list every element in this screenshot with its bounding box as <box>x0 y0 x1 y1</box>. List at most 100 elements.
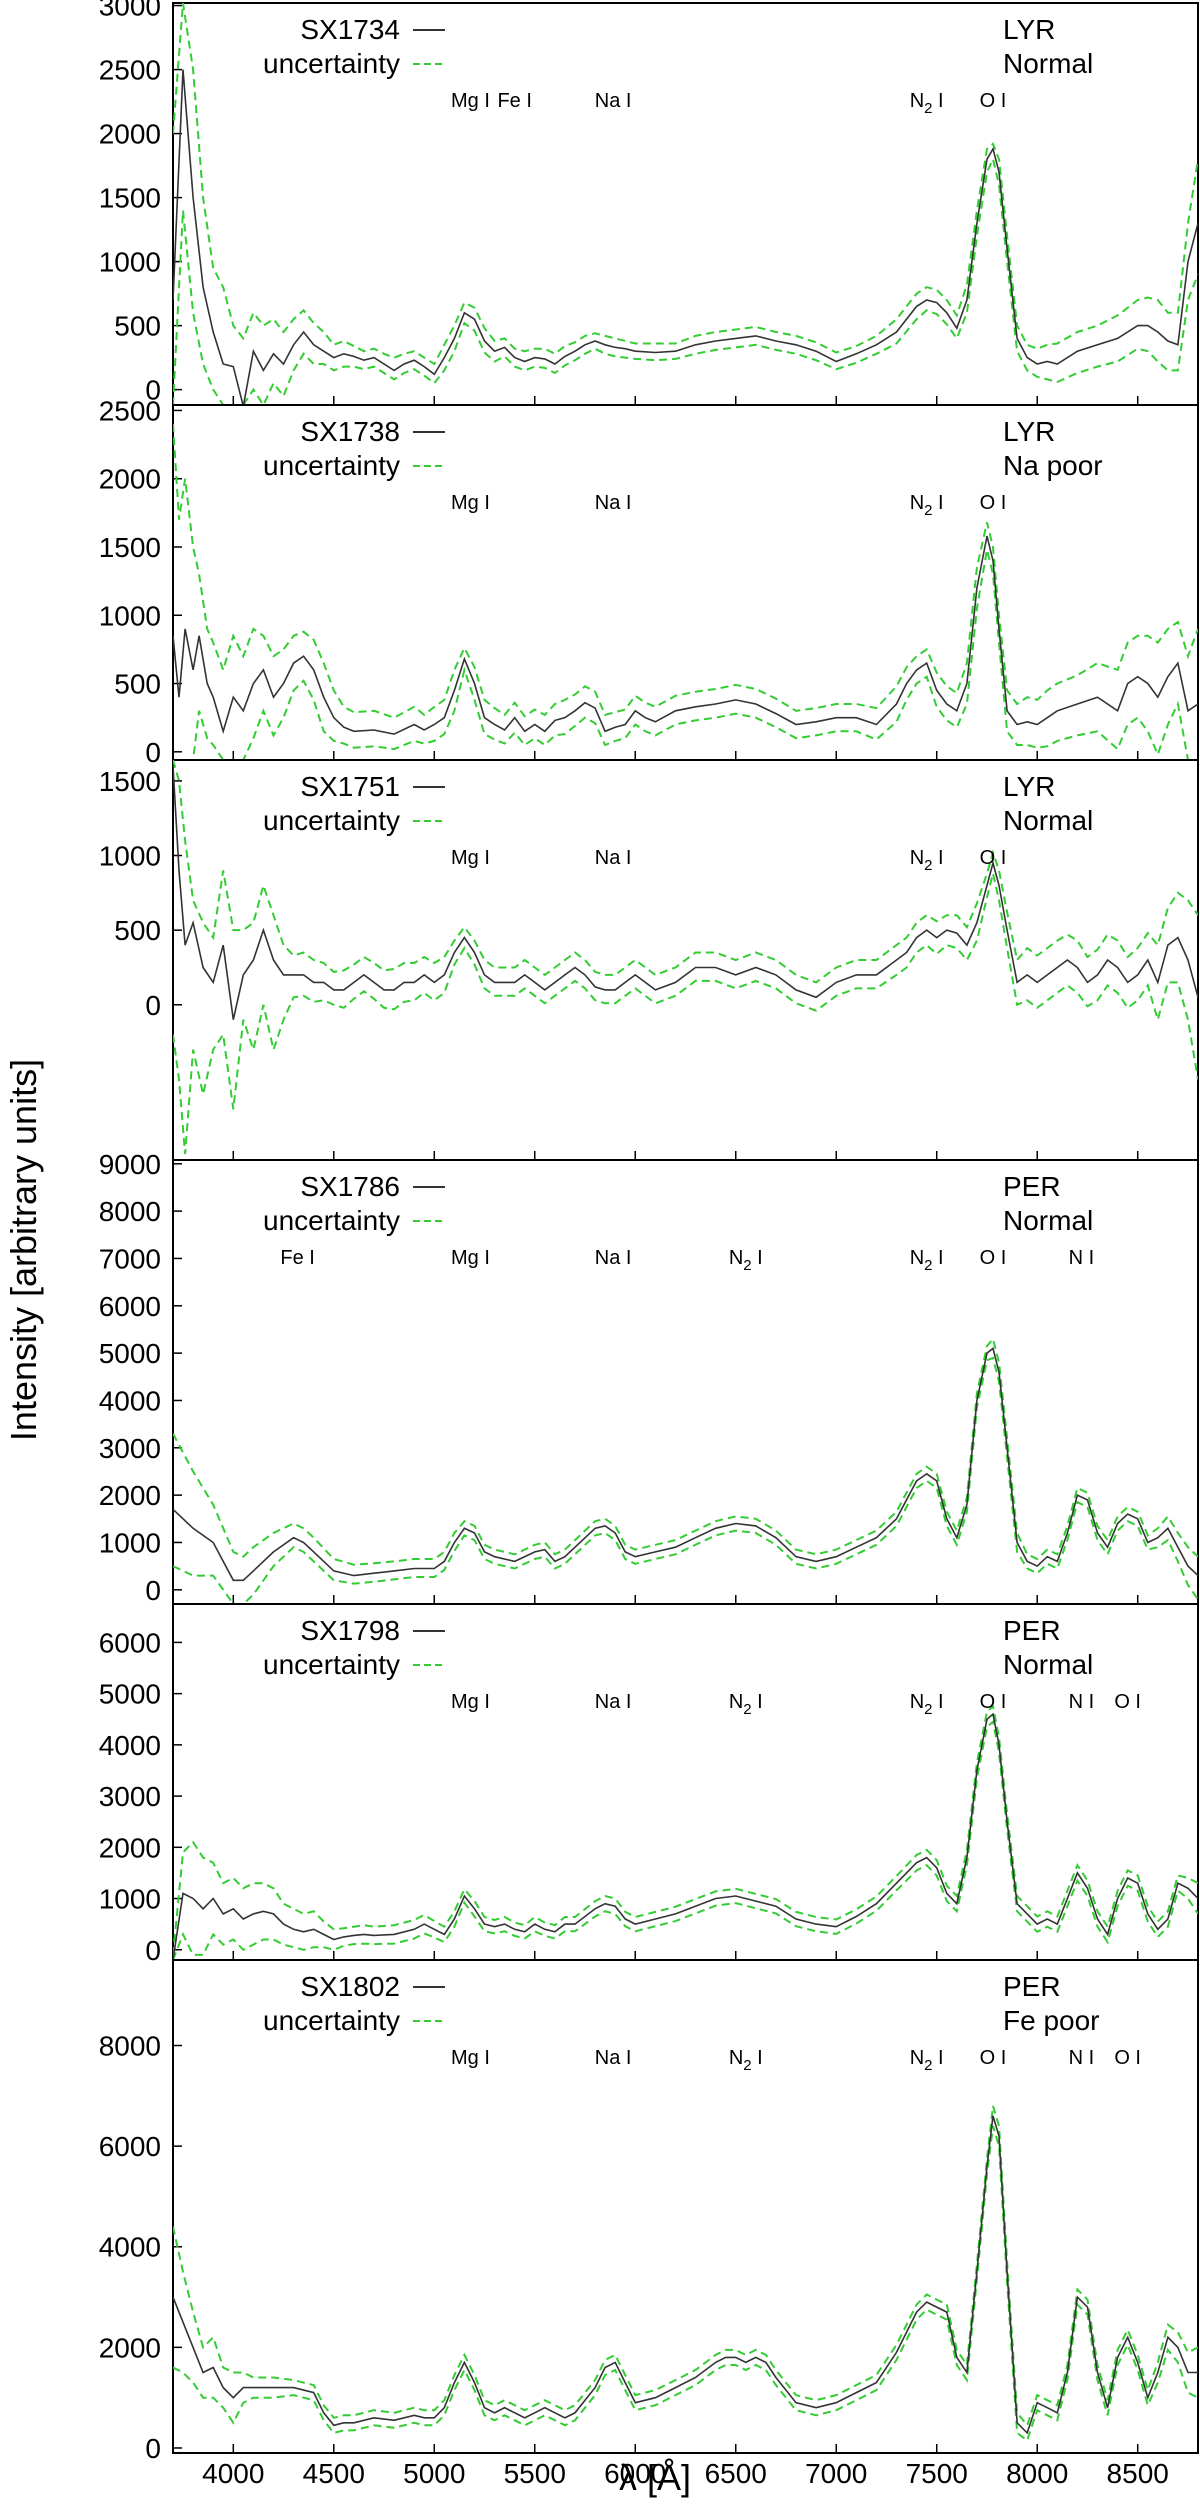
y-tick-label: 9000 <box>99 1149 161 1180</box>
line-id-label: N2 I <box>910 847 944 874</box>
y-tick-label: 8000 <box>99 1196 161 1227</box>
y-tick-label: 2500 <box>99 55 161 86</box>
y-tick-label: 4000 <box>99 2232 161 2263</box>
uncertainty-lower-line <box>173 2125 1198 2443</box>
y-tick-label: 500 <box>114 915 161 946</box>
line-id-label: Na I <box>595 90 632 112</box>
y-tick-label: 3000 <box>99 0 161 22</box>
class-label: Fe poor <box>1003 2005 1100 2036</box>
line-id-label: N2 I <box>729 1691 763 1718</box>
y-tick-label: 5000 <box>99 1338 161 1369</box>
y-tick-label: 7000 <box>99 1243 161 1274</box>
line-id-label: N I <box>1069 1247 1095 1269</box>
y-tick-label: 0 <box>145 737 161 768</box>
legend-spectrum-label: SX1786 <box>300 1171 400 1202</box>
x-axis-title: λ [Å] <box>619 2457 691 2498</box>
y-tick-label: 1000 <box>99 841 161 872</box>
line-id-label: Mg I <box>451 2047 490 2069</box>
y-tick-label: 0 <box>145 375 161 406</box>
shower-label: PER <box>1003 1615 1061 1646</box>
spectrum-line <box>173 765 1198 1020</box>
legend-uncertainty-label: uncertainty <box>263 1205 400 1236</box>
y-tick-label: 2000 <box>99 2332 161 2363</box>
x-tick-label: 5500 <box>504 2458 566 2489</box>
y-tick-label: 1000 <box>99 1527 161 1558</box>
y-tick-label: 6000 <box>99 1627 161 1658</box>
y-tick-label: 4000 <box>99 1385 161 1416</box>
series-group <box>173 2105 1198 2443</box>
line-id-label: Mg I <box>451 847 490 869</box>
y-tick-label: 2000 <box>99 119 161 150</box>
x-tick-label: 8500 <box>1107 2458 1169 2489</box>
y-tick-label: 500 <box>114 669 161 700</box>
y-tick-label: 6000 <box>99 1291 161 1322</box>
class-label: Na poor <box>1003 450 1103 481</box>
uncertainty-lower-line <box>173 549 1198 760</box>
y-tick-label: 1000 <box>99 600 161 631</box>
legend-spectrum-label: SX1751 <box>300 771 400 802</box>
y-tick-label: 2000 <box>99 1480 161 1511</box>
x-tick-label: 5000 <box>403 2458 465 2489</box>
y-tick-label: 1000 <box>99 247 161 278</box>
line-id-label: Mg I <box>451 90 490 112</box>
legend-uncertainty-label: uncertainty <box>263 1649 400 1680</box>
y-tick-label: 500 <box>114 311 161 342</box>
line-id-label: N I <box>1069 2047 1095 2069</box>
class-label: Normal <box>1003 1205 1093 1236</box>
uncertainty-upper-line <box>173 424 1198 719</box>
line-id-label: O I <box>1114 1691 1141 1713</box>
panels-group: 0 500 1000 1500 2000 2500 3000 SX1734uncertaint… <box>99 0 1199 2489</box>
uncertainty-lower-line <box>173 1356 1198 1604</box>
line-id-label: N2 I <box>910 1247 944 1274</box>
x-tick-label: 7000 <box>805 2458 867 2489</box>
line-id-label: Na I <box>595 1691 632 1713</box>
y-tick-label: 2500 <box>99 395 161 426</box>
series-group <box>173 760 1198 1155</box>
y-tick-label: 0 <box>145 1575 161 1606</box>
y-tick-label: 3000 <box>99 1781 161 1812</box>
series-group <box>173 3 1198 405</box>
panel-sx1798: 0 1000 2000 3000 4000 5000 6000 SX1798uncertain… <box>99 1603 1199 1966</box>
series-group <box>173 424 1198 760</box>
line-id-label: O I <box>980 90 1007 112</box>
legend-uncertainty-label: uncertainty <box>263 805 400 836</box>
spectrum-line <box>173 1712 1198 1960</box>
shower-label: LYR <box>1003 14 1055 45</box>
uncertainty-lower-line <box>173 873 1198 1155</box>
uncertainty-upper-line <box>173 2105 1198 2428</box>
line-id-label: Na I <box>595 492 632 514</box>
series-group <box>173 1336 1198 1604</box>
line-id-label: O I <box>980 492 1007 514</box>
y-tick-label: 2000 <box>99 1832 161 1863</box>
shower-label: PER <box>1003 1971 1061 2002</box>
line-id-label: Na I <box>595 1247 632 1269</box>
line-id-label: Mg I <box>451 1691 490 1713</box>
uncertainty-upper-line <box>173 3 1198 366</box>
y-tick-label: 4000 <box>99 1730 161 1761</box>
line-id-label: N2 I <box>910 492 944 519</box>
spectrum-line <box>173 1347 1198 1582</box>
line-id-label: Na I <box>595 847 632 869</box>
uncertainty-lower-line <box>173 1719 1198 1960</box>
x-tick-label: 8000 <box>1006 2458 1068 2489</box>
y-axis-title: Intensity [arbitrary units] <box>3 1059 44 1441</box>
line-id-label: N2 I <box>910 1691 944 1718</box>
legend-spectrum-label: SX1738 <box>300 416 400 447</box>
line-id-label: Na I <box>595 2047 632 2069</box>
shower-label: PER <box>1003 1171 1061 1202</box>
class-label: Normal <box>1003 805 1093 836</box>
line-id-label: N2 I <box>910 90 944 117</box>
shower-label: LYR <box>1003 416 1055 447</box>
line-id-label: Fe I <box>497 90 531 112</box>
line-id-label: O I <box>1114 2047 1141 2069</box>
legend-uncertainty-label: uncertainty <box>263 2005 400 2036</box>
x-tick-label: 7500 <box>906 2458 968 2489</box>
panel-sx1802: 0 2000 4000 6000 8000 4000 4500 5000 5500 6000 650… <box>99 1959 1199 2489</box>
y-tick-label: 1500 <box>99 183 161 214</box>
